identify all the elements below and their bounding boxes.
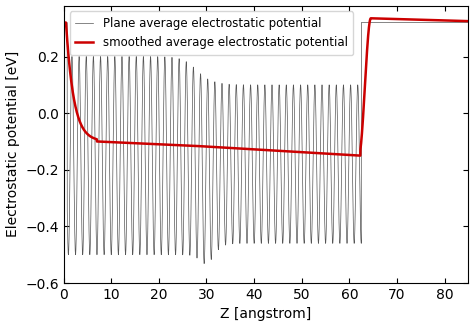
smoothed average electrostatic potential bbox=[61, 21, 66, 25]
smoothed average electrostatic potential bbox=[368, 16, 374, 20]
smoothed average electrostatic potential bbox=[458, 19, 464, 23]
Plane average electrostatic potential bbox=[465, 21, 471, 25]
Plane average electrostatic potential bbox=[61, 21, 66, 25]
smoothed average electrostatic potential bbox=[234, 146, 239, 150]
smoothed average electrostatic potential bbox=[216, 145, 222, 149]
smoothed average electrostatic potential bbox=[131, 141, 137, 145]
Line: smoothed average electrostatic potential: smoothed average electrostatic potential bbox=[64, 18, 468, 156]
Line: Plane average electrostatic potential: Plane average electrostatic potential bbox=[64, 23, 468, 264]
Plane average electrostatic potential bbox=[153, 153, 159, 157]
Legend: Plane average electrostatic potential, smoothed average electrostatic potential: Plane average electrostatic potential, s… bbox=[70, 11, 354, 55]
Plane average electrostatic potential bbox=[426, 21, 432, 25]
Plane average electrostatic potential bbox=[125, 123, 130, 127]
smoothed average electrostatic potential bbox=[107, 140, 113, 144]
Y-axis label: Electrostatic potential [eV]: Electrostatic potential [eV] bbox=[6, 51, 19, 237]
smoothed average electrostatic potential bbox=[356, 154, 362, 158]
Plane average electrostatic potential bbox=[213, 136, 219, 140]
X-axis label: Z [angstrom]: Z [angstrom] bbox=[220, 307, 311, 321]
Plane average electrostatic potential bbox=[155, 57, 161, 61]
Plane average electrostatic potential bbox=[201, 262, 207, 266]
Plane average electrostatic potential bbox=[152, 224, 158, 228]
smoothed average electrostatic potential bbox=[465, 19, 471, 23]
smoothed average electrostatic potential bbox=[414, 18, 420, 22]
